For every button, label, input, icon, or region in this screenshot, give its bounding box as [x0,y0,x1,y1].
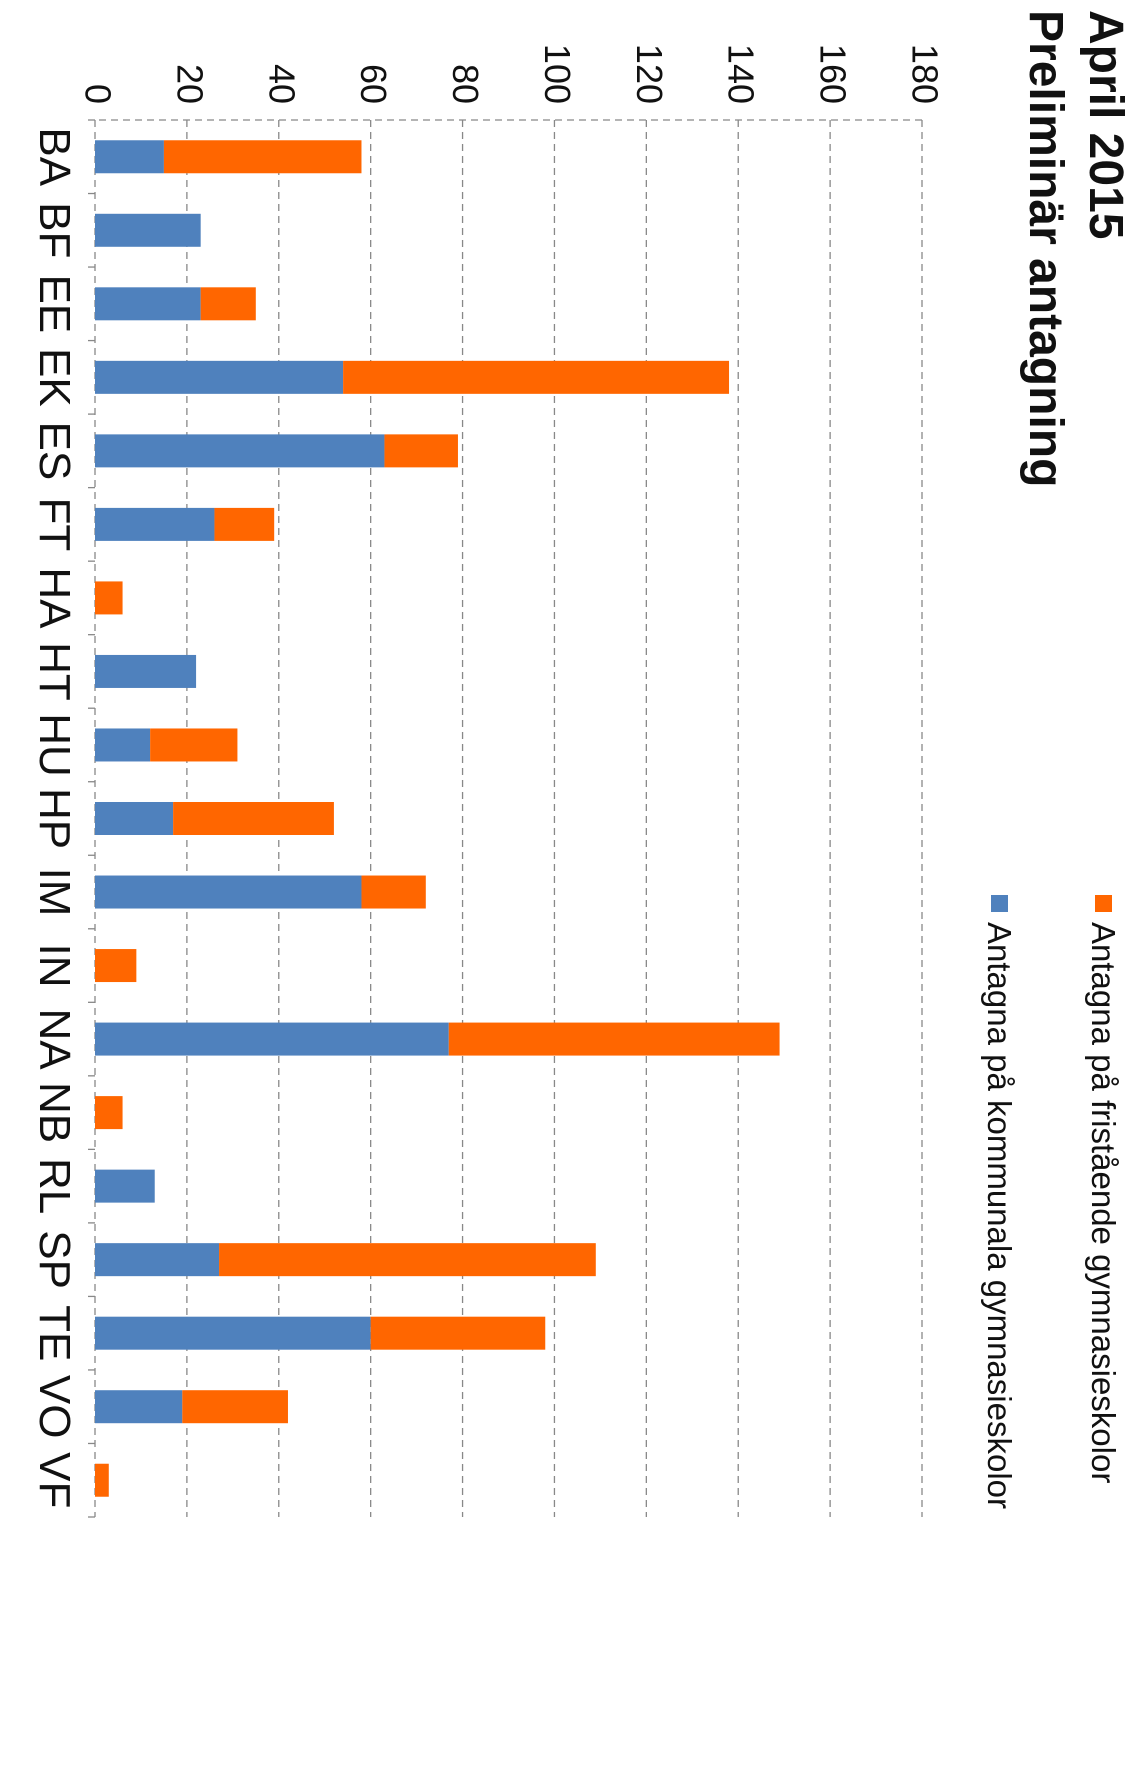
value-tick-label: 120 [629,44,670,104]
value-tick-label: 20 [169,64,210,104]
bar-fristaende-ft [214,507,275,541]
category-label-vo: VO [30,1375,79,1439]
category-label-ek: EK [30,348,79,407]
category-label-bf: BF [30,202,79,258]
value-tick-label: 160 [813,44,854,104]
bar-kommunala-sp [94,1243,220,1277]
bar-kommunala-na [95,1022,449,1056]
bar-fristaende-hp [173,802,334,835]
bar-kommunala-ht [94,654,197,688]
bar-fristaende-te [370,1316,546,1350]
category-label-ft: FT [30,498,79,552]
category-label-na: NA [30,1009,79,1071]
bar-fristaende-im [361,875,426,909]
category-label-vf: VF [30,1452,79,1508]
bar-kommunala-ek [94,360,344,394]
bar-kommunala-hu [95,728,151,762]
category-label-hu: HU [30,713,79,777]
category-label-ba: BA [30,127,79,186]
bar-fristaende-hu [150,728,238,762]
value-tick-label: 180 [904,44,945,104]
bar-kommunala-te [95,1316,371,1350]
legend: Antagna på fristående gymnasieskolor Ant… [981,895,1122,1509]
bar-fristaende-in [94,949,137,983]
category-axis-labels: BA BF EE EK ES FT HA HT HU HP IM IN NA NB RL SP TE VO VF [30,127,79,1508]
value-tick-label: 40 [261,64,302,104]
bar-kommunala-ee [95,287,201,321]
chart-subtitle: Preliminär antagning [1019,10,1072,487]
category-label-sp: SP [30,1230,79,1289]
chart-title: April 2015 [1079,10,1132,239]
bar-kommunala-ft [95,507,215,541]
bar-fristaende-ha [94,581,123,615]
category-label-ha: HA [30,567,79,629]
legend-label-fristaende: Antagna på fristående gymnasieskolor [1085,922,1122,1483]
bar-kommunala-vo [94,1390,183,1424]
chart-rotated-group: 0 20 40 60 80 100 120 140 160 180 BA BF EE EK ES FT HA H… [30,10,1132,1518]
category-label-hp: HP [30,788,79,849]
category-label-in: IN [30,944,79,988]
category-label-te: TE [30,1305,79,1361]
value-tick-label: 0 [77,84,118,104]
bar-fristaende-na [448,1022,780,1056]
bars [94,140,780,1497]
bar-kommunala-ba [95,140,164,174]
category-label-es: ES [30,422,79,481]
bar-kommunala-im [95,875,362,909]
bar-fristaende-ee [200,287,256,321]
category-label-ht: HT [30,642,79,701]
bar-kommunala-hp [94,802,174,835]
bar-fristaende-ek [343,360,730,394]
bar-fristaende-ba [163,140,362,174]
legend-label-kommunala: Antagna på kommunala gymnasieskolor [981,922,1018,1509]
bar-fristaende-vf [94,1463,109,1497]
bar-kommunala-rl [95,1169,155,1203]
category-label-rl: RL [30,1158,79,1214]
bar-fristaende-vo [182,1390,288,1424]
bar-kommunala-bf [95,213,201,247]
legend-swatch-kommunala [991,895,1008,912]
category-label-im: IM [30,868,79,917]
value-axis-tick-labels: 0 20 40 60 80 100 120 140 160 180 [77,44,945,104]
bar-fristaende-es [384,434,458,468]
bar-fristaende-sp [219,1243,596,1277]
gridlines [186,120,923,1517]
category-label-nb: NB [30,1082,79,1143]
legend-swatch-fristaende [1095,895,1112,912]
bar-fristaende-nb [94,1096,123,1130]
value-tick-label: 100 [537,44,578,104]
bar-kommunala-es [95,434,385,468]
value-tick-label: 80 [445,64,486,104]
value-tick-label: 140 [721,44,762,104]
category-label-ee: EE [30,274,79,333]
value-tick-label: 60 [353,64,394,104]
